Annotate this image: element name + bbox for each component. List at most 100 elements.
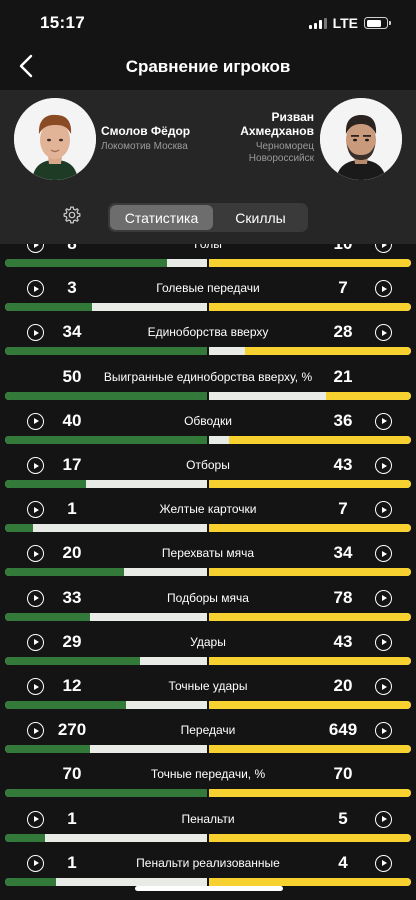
play-video-right-icon[interactable] (375, 412, 392, 430)
stat-value-left: 8 (52, 244, 92, 255)
stat-bar-left (5, 877, 207, 886)
play-video-left-icon[interactable] (27, 457, 44, 474)
stat-bar-left-fill (5, 656, 141, 665)
play-video-right-icon[interactable] (375, 633, 392, 651)
stat-bar-right-fill (209, 524, 411, 533)
stat-row: 29 Удары 43 (0, 632, 416, 686)
stat-bar-right-fill (209, 877, 411, 886)
stat-bar-left (5, 789, 207, 798)
stat-bar-left (5, 612, 207, 621)
stat-label: Голевые передачи (156, 281, 260, 296)
settings-button[interactable] (63, 206, 81, 224)
play-video-right-icon[interactable] (375, 457, 392, 474)
stat-row: 70 Точные передачи, % 70 (0, 764, 416, 818)
stat-value-right: 43 (333, 631, 353, 651)
stats-list[interactable]: 8 Голы 10 3 Голевые передачи 7 34 Единоборства … (0, 244, 416, 900)
stat-value-left: 40 (62, 410, 82, 430)
play-video-left-icon[interactable] (27, 633, 44, 651)
play-video-left-icon[interactable] (27, 324, 44, 342)
stat-value-left: 17 (62, 455, 82, 474)
play-video-right-icon[interactable] (375, 678, 392, 695)
stat-value-right: 21 (333, 366, 353, 386)
stat-bar-right-fill (209, 833, 411, 842)
play-video-left-icon[interactable] (27, 589, 44, 607)
stat-row: 8 Голы 10 (0, 244, 416, 288)
player-left-name[interactable]: Смолов Фёдор (101, 124, 191, 138)
play-video-right-icon[interactable] (375, 722, 392, 740)
stat-label: Передачи (180, 723, 236, 738)
stat-row: 33 Подборы мяча 78 (0, 588, 416, 642)
stat-bar-right-fill (209, 303, 411, 312)
stat-bar-left-fill (5, 701, 127, 709)
stat-row: 3 Голевые передачи 7 (0, 278, 416, 332)
play-video-left-icon[interactable] (27, 244, 44, 253)
stat-value-left: 1 (67, 808, 77, 828)
player-left-avatar[interactable] (14, 98, 96, 180)
stat-bar-left-fill (5, 745, 90, 754)
play-video-right-icon[interactable] (375, 545, 392, 563)
stat-bar-right (209, 612, 411, 621)
play-video-right-icon[interactable] (375, 501, 392, 519)
play-video-right-icon[interactable] (375, 324, 392, 342)
play-video-left-icon[interactable] (27, 501, 44, 519)
play-video-right-icon[interactable] (375, 244, 392, 253)
back-button[interactable] (6, 46, 46, 86)
stat-value-right: 7 (338, 499, 348, 519)
stat-bar-right (209, 303, 411, 312)
play-video-right-icon[interactable] (375, 854, 392, 872)
stat-bar-right-fill (326, 391, 411, 400)
stat-bar-left-fill (5, 612, 90, 621)
stat-value-right: 36 (333, 410, 353, 430)
player-right-name[interactable]: Ризван Ахмедханов (240, 110, 314, 138)
stat-row: 1 Пенальти 5 (0, 809, 416, 863)
play-video-right-icon[interactable] (375, 589, 392, 607)
stat-value-left: 3 (67, 278, 77, 298)
play-video-right-icon[interactable] (375, 280, 392, 298)
play-video-left-icon[interactable] (27, 854, 44, 872)
tab-skills[interactable]: Скиллы (235, 209, 286, 226)
stat-bar-left (5, 701, 207, 709)
player-right-avatar[interactable] (320, 98, 402, 180)
stat-bar-left-fill (5, 568, 125, 577)
player-right-team: Черноморец Новороссийск (248, 141, 314, 164)
stat-label: Отборы (186, 458, 230, 472)
tab-statistics[interactable]: Статистика (110, 205, 213, 230)
stat-value-left: 12 (62, 676, 82, 695)
stat-bar-right-fill (209, 612, 411, 621)
stat-value-right: 10 (323, 244, 363, 255)
stat-bar-left (5, 435, 207, 444)
stat-value-left: 70 (62, 764, 82, 784)
stat-bar-right-fill (209, 701, 411, 709)
chevron-left-icon (19, 54, 33, 78)
stat-value-left: 50 (62, 366, 82, 386)
stat-row: 20 Перехваты мяча 34 (0, 543, 416, 597)
stat-bar-left-fill (5, 303, 92, 312)
players-header (0, 90, 416, 188)
stat-value-left: 33 (62, 587, 82, 607)
stat-bar-left (5, 745, 207, 754)
status-time: 15:17 (40, 13, 85, 32)
play-video-left-icon[interactable] (27, 722, 44, 740)
play-video-left-icon[interactable] (27, 280, 44, 298)
stat-bar-right (209, 259, 411, 267)
play-video-left-icon[interactable] (27, 412, 44, 430)
stat-bar-right (209, 877, 411, 886)
segmented-control: Статистика Скиллы (108, 203, 308, 232)
play-video-right-icon[interactable] (375, 810, 392, 828)
stat-bar-right (209, 745, 411, 754)
stat-value-left: 34 (62, 322, 82, 342)
stat-value-left: 29 (62, 631, 82, 651)
play-video-left-icon[interactable] (27, 545, 44, 563)
home-indicator[interactable] (135, 886, 283, 891)
signal-icon (308, 17, 327, 29)
network-type: LTE (332, 15, 358, 31)
stat-row: 34 Единоборства вверху 28 (0, 322, 416, 376)
play-video-left-icon[interactable] (27, 678, 44, 695)
stat-bar-right (209, 568, 411, 577)
play-video-left-icon[interactable] (27, 810, 44, 828)
stat-row: 12 Точные удары 20 (0, 676, 416, 730)
stat-bar-right-fill (209, 259, 411, 267)
stat-bar-left (5, 568, 207, 577)
stat-row: 50 Выигранные единоборства вверху, % 21 (0, 367, 416, 421)
stat-bar-right-fill (209, 480, 411, 488)
